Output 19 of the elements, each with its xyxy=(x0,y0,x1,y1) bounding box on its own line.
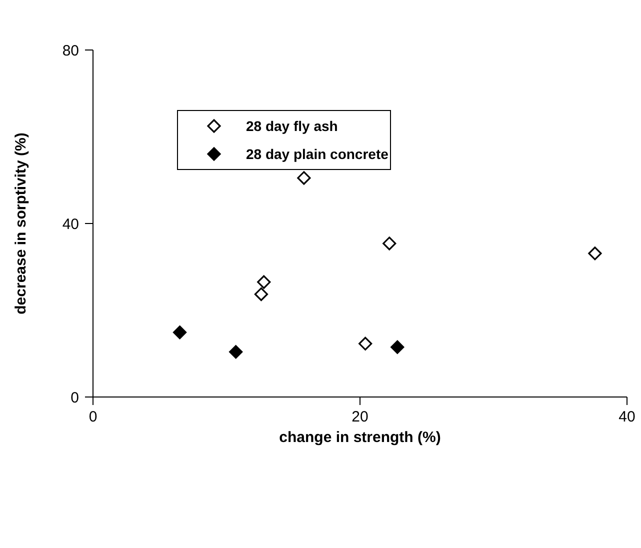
point xyxy=(229,345,243,359)
legend-label: 28 day plain concrete xyxy=(246,146,388,162)
x-tick-label: 0 xyxy=(88,408,98,426)
point xyxy=(297,171,311,185)
point xyxy=(257,275,271,289)
point xyxy=(588,246,602,260)
x-tick-label: 20 xyxy=(352,408,368,426)
point xyxy=(358,336,372,350)
y-tick-label: 0 xyxy=(70,389,79,406)
x-axis-title: change in strength (%) xyxy=(279,429,441,446)
y-axis-title: decrease in sorptivity (%) xyxy=(12,132,30,314)
legend-label: 28 day fly ash xyxy=(246,118,338,134)
point xyxy=(254,287,268,301)
point xyxy=(382,236,396,250)
y-tick-label: 80 xyxy=(62,42,79,60)
y-tick-label: 40 xyxy=(62,216,79,233)
point xyxy=(172,326,187,340)
point xyxy=(390,340,404,354)
x-tick-label: 40 xyxy=(618,408,636,426)
